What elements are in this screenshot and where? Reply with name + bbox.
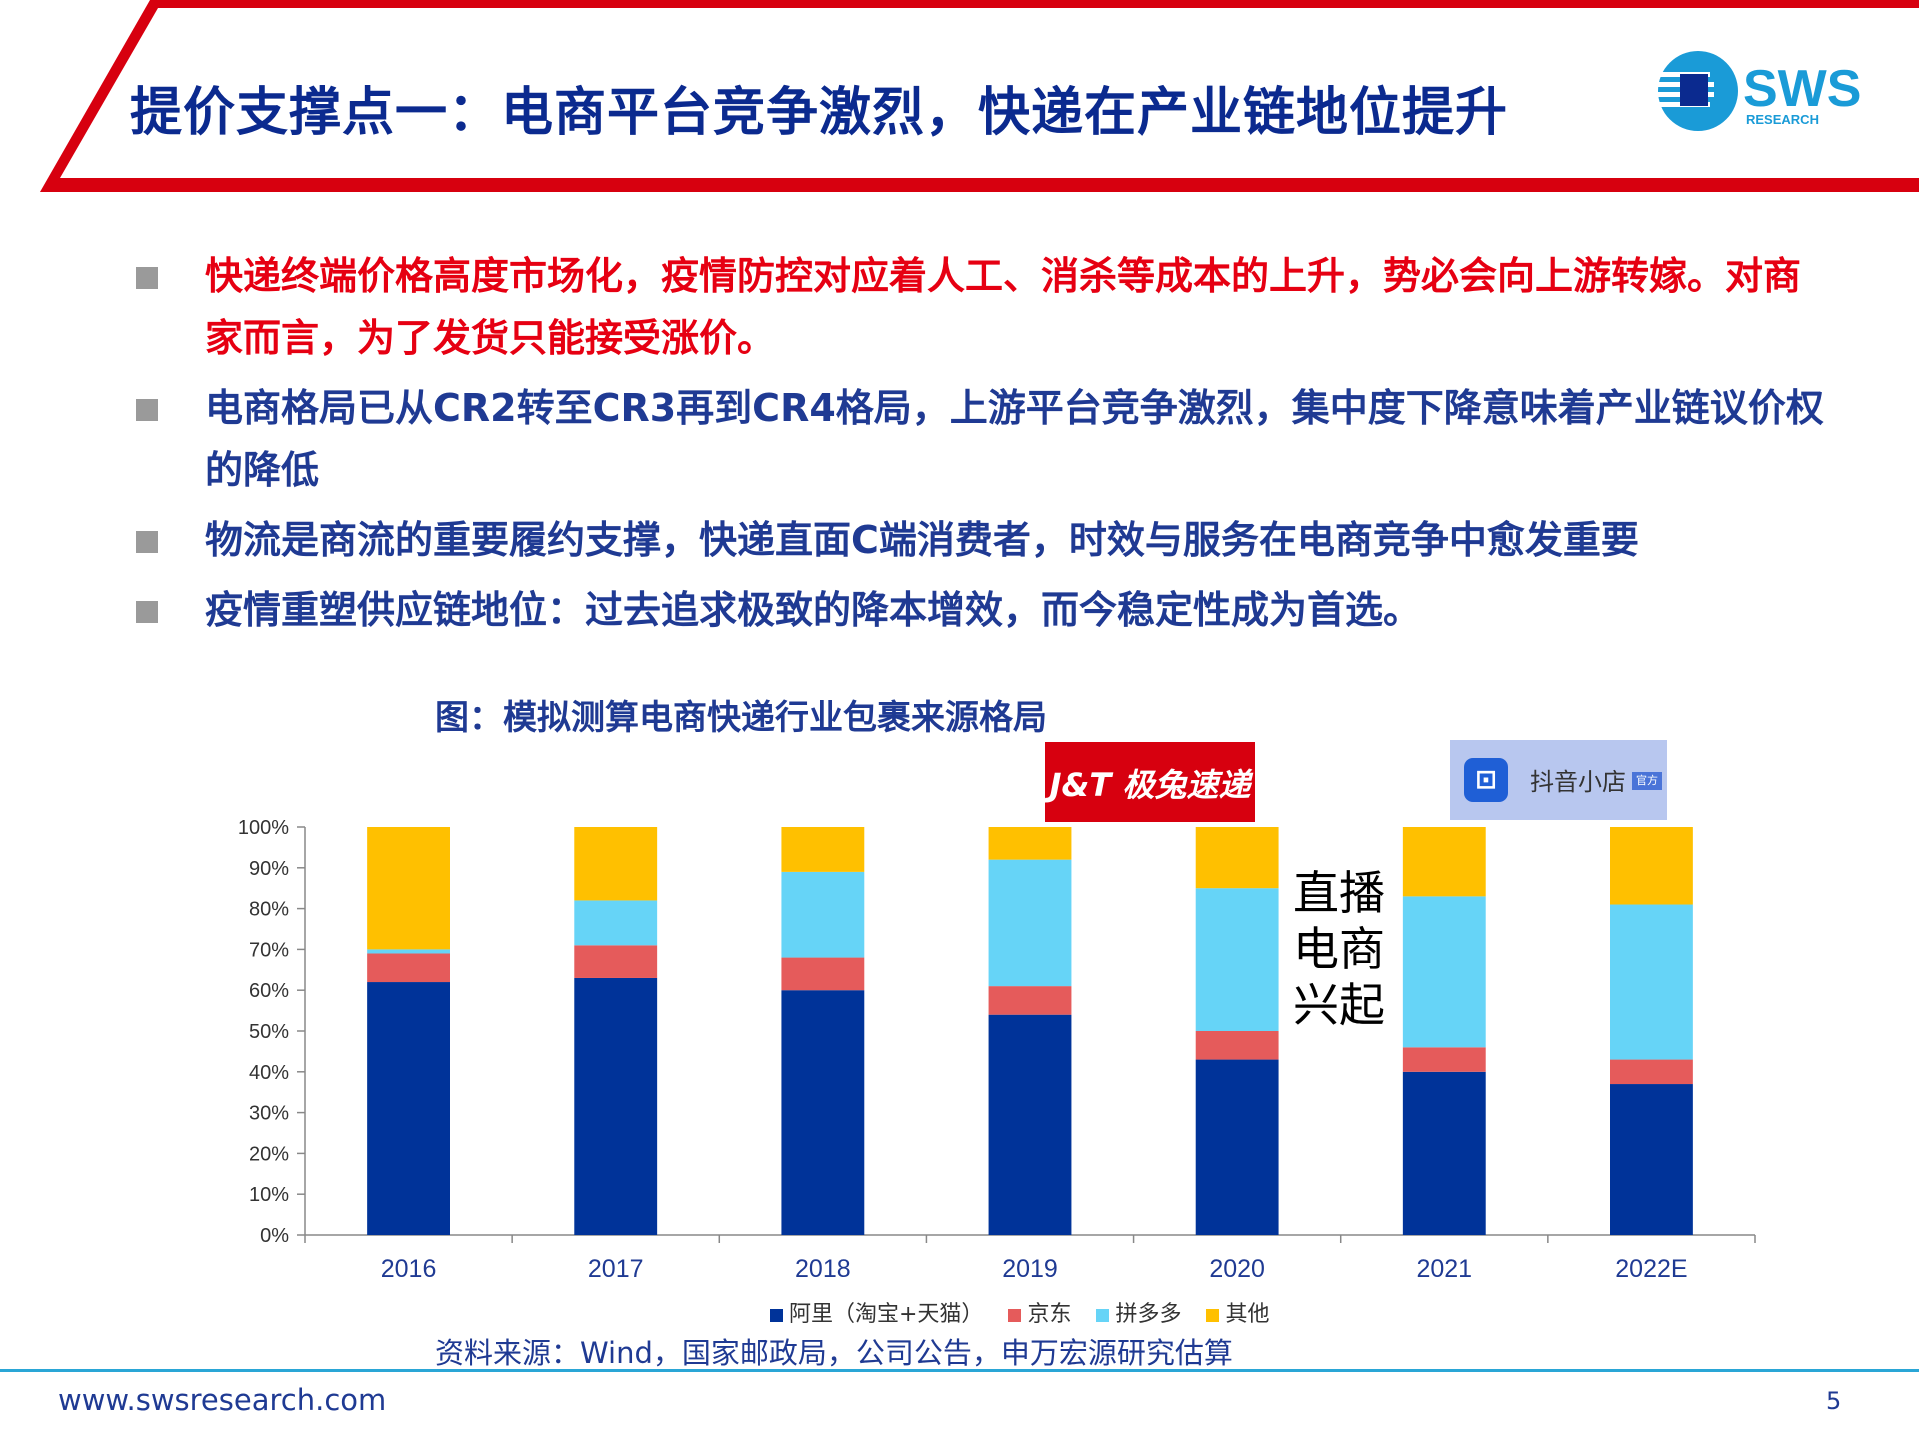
- chart-legend: 阿里（淘宝+天猫） 京东 拼多多 其他: [770, 1296, 1287, 1327]
- y-tick-label: 60%: [249, 980, 289, 1002]
- bar-segment: [367, 949, 450, 954]
- legend-item: 拼多多: [1096, 1296, 1181, 1328]
- bar-segment: [367, 827, 450, 950]
- bar-segment: [1195, 888, 1279, 1031]
- x-tick-label: 2017: [588, 1255, 644, 1283]
- bar-segment: [988, 859, 1072, 987]
- stacked-bar-chart: 0% 10% 20% 30% 40% 50% 60% 70% 80% 90% 100% 2016 201…: [238, 817, 1756, 1283]
- douyin-store-icon: ⊡: [1464, 758, 1508, 802]
- page-title: 提价支撑点一：电商平台竞争激烈，快递在产业链地位提升: [130, 82, 1509, 143]
- y-tick-label: 20%: [249, 1143, 289, 1165]
- bullet-item-4: 疫情重塑供应链地位：过去追求极致的降本增效，而今稳定性成为首选。: [130, 579, 1830, 641]
- chart-title: 图：模拟测算电商快递行业包裹来源格局: [435, 698, 1047, 738]
- legend-label: 阿里（淘宝+天猫）: [789, 1302, 984, 1327]
- bullet-item-2: 电商格局已从CR2转至CR3再到CR4格局，上游平台竞争激烈，集中度下降意味着产…: [130, 377, 1830, 501]
- bullet-square-icon: [136, 399, 158, 421]
- bar-segment: [367, 953, 450, 983]
- bullet-text: 疫情重塑供应链地位：过去追求极致的降本增效，而今稳定性成为首选。: [205, 588, 1422, 632]
- x-tick-label: 2019: [1002, 1255, 1058, 1283]
- legend-item: 京东: [1008, 1296, 1071, 1328]
- bar-segment: [1610, 1084, 1693, 1235]
- bar-segment: [781, 827, 865, 872]
- bar-segment: [1402, 1047, 1486, 1072]
- bar-segment: [1610, 1059, 1693, 1085]
- x-tick-label: 2020: [1209, 1255, 1265, 1283]
- bar-segment: [574, 900, 658, 946]
- bar-segment: [1195, 1031, 1279, 1060]
- bar-segment: [367, 982, 450, 1235]
- bar-segment: [1610, 904, 1693, 1060]
- bar-segment: [1402, 896, 1486, 1048]
- x-tick-label: 2016: [381, 1255, 437, 1283]
- jt-logo-text: J&T 极兔速递: [1049, 766, 1251, 804]
- source-note: 资料来源：Wind，国家邮政局，公司公告，申万宏源研究估算: [435, 1336, 1233, 1370]
- bar-segment: [1402, 827, 1486, 897]
- bar-segment: [781, 957, 865, 991]
- bullet-square-icon: [136, 531, 158, 553]
- bar-segment: [781, 871, 865, 958]
- y-tick-label: 50%: [249, 1021, 289, 1043]
- y-tick-label: 70%: [249, 939, 289, 961]
- legend-swatch: [770, 1308, 783, 1322]
- bullet-item-3: 物流是商流的重要履约支撑，快递直面C端消费者，时效与服务在电商竞争中愈发重要: [130, 509, 1830, 571]
- bullet-text: 快递终端价格高度市场化，疫情防控对应着人工、消杀等成本的上升，势必会向上游转嫁。…: [205, 254, 1802, 360]
- y-tick-label: 40%: [249, 1062, 289, 1084]
- bar-segment: [574, 977, 658, 1235]
- legend-swatch: [1206, 1308, 1220, 1322]
- legend-item: 其他: [1206, 1296, 1269, 1328]
- legend-swatch: [1008, 1308, 1022, 1322]
- bar-segment: [1195, 1059, 1279, 1235]
- legend-label: 拼多多: [1115, 1302, 1182, 1327]
- x-tick-label: 2022E: [1615, 1255, 1687, 1283]
- bar-segment: [574, 827, 658, 901]
- y-tick-label: 30%: [249, 1103, 289, 1125]
- bullet-text: 物流是商流的重要履约支撑，快递直面C端消费者，时效与服务在电商竞争中愈发重要: [205, 518, 1639, 562]
- y-tick-label: 90%: [249, 858, 289, 880]
- bar-segment: [574, 945, 658, 978]
- legend-label: 京东: [1027, 1302, 1072, 1327]
- footer-url-link[interactable]: www.swsresearch.com: [58, 1383, 387, 1417]
- douyin-store-logo: ⊡ 抖音小店 官方: [1450, 740, 1667, 820]
- logo-subtext: RESEARCH: [1746, 112, 1819, 127]
- header-red-underline: [40, 178, 1919, 192]
- y-tick-label: 80%: [249, 899, 289, 921]
- bar-segment: [988, 1014, 1072, 1235]
- bullet-text: 电商格局已从CR2转至CR3再到CR4格局，上游平台竞争激烈，集中度下降意味着产…: [205, 386, 1824, 492]
- x-tick-label: 2021: [1416, 1255, 1472, 1283]
- bullet-item-1: 快递终端价格高度市场化，疫情防控对应着人工、消杀等成本的上升，势必会向上游转嫁。…: [130, 245, 1830, 369]
- bar-segment: [1402, 1071, 1486, 1235]
- bullet-square-icon: [136, 267, 158, 289]
- douyin-badge: 官方: [1632, 772, 1662, 790]
- footer-divider: [0, 1369, 1919, 1372]
- x-tick-label: 2018: [795, 1255, 851, 1283]
- chart-annotation: 直播电商兴起: [1293, 866, 1385, 1032]
- bar-segment: [1195, 827, 1279, 889]
- bullet-square-icon: [136, 601, 158, 623]
- page-number: 5: [1826, 1387, 1842, 1415]
- bar-segment: [988, 827, 1072, 860]
- legend-item: 阿里（淘宝+天猫）: [770, 1296, 983, 1328]
- douyin-logo-text: 抖音小店: [1530, 768, 1626, 796]
- legend-swatch: [1096, 1308, 1110, 1322]
- sws-logo: SWS RESEARCH: [1646, 51, 1861, 131]
- y-tick-label: 10%: [249, 1184, 289, 1206]
- header-white-panel: [60, 8, 1919, 178]
- y-tick-label: 100%: [238, 817, 289, 839]
- jt-express-logo: J&T 极兔速递: [1045, 742, 1255, 822]
- bar-segment: [988, 986, 1072, 1015]
- bar-segment: [1610, 827, 1693, 905]
- y-tick-label: 0%: [260, 1225, 289, 1247]
- bar-segment: [781, 990, 865, 1235]
- legend-label: 其他: [1225, 1302, 1270, 1327]
- bullet-list: 快递终端价格高度市场化，疫情防控对应着人工、消杀等成本的上升，势必会向上游转嫁。…: [130, 245, 1830, 649]
- logo-text: SWS: [1743, 60, 1861, 118]
- header-banner: [40, 0, 1919, 192]
